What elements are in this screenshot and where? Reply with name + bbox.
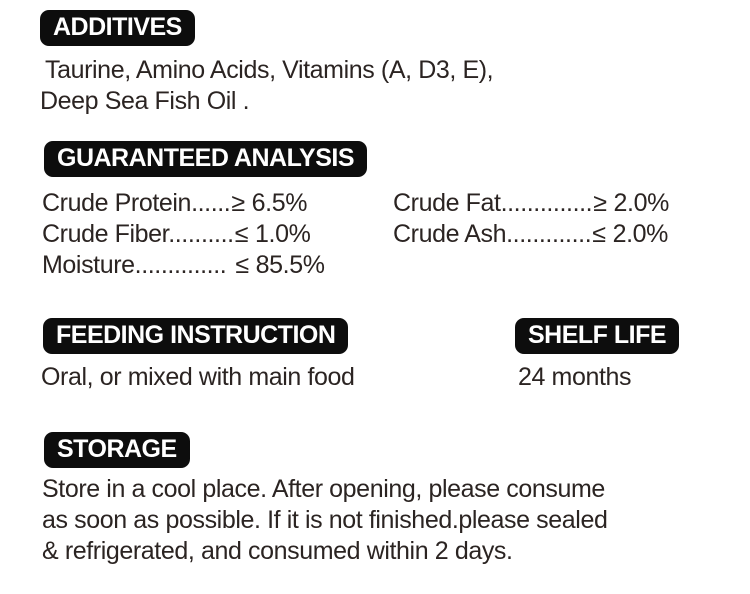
- shelf-life-text: 24 months: [518, 363, 632, 391]
- additives-line: Taurine, Amino Acids, Vitamins (A, D3, E…: [45, 56, 494, 84]
- storage-text: Store in a cool place. After opening, pl…: [42, 474, 608, 567]
- additives-text: Taurine, Amino Acids, Vitamins (A, D3, E…: [40, 55, 494, 117]
- storage-line: as soon as possible. If it is not finish…: [42, 506, 608, 534]
- storage-line: Store in a cool place. After opening, pl…: [42, 475, 605, 503]
- comparison-operator: ≤: [592, 220, 606, 248]
- storage-heading-badge: STORAGE: [44, 432, 190, 468]
- section-storage: STORAGE Store in a cool place. After ope…: [42, 432, 608, 567]
- analysis-row-crude-fiber: Crude Fiber..........≤ 1.0%: [42, 219, 393, 250]
- analysis-label: Crude Ash: [393, 220, 507, 248]
- section-shelf-life: SHELF LIFE 24 months: [515, 318, 680, 393]
- feeding-instruction-heading: FEEDING INSTRUCTION: [56, 321, 336, 349]
- analysis-columns: Crude Protein......≥ 6.5% Crude Fiber....…: [42, 188, 669, 281]
- section-additives: ADDITIVES Taurine, Amino Acids, Vitamins…: [40, 10, 494, 117]
- dot-leader: ......: [191, 189, 231, 217]
- section-guaranteed-analysis: GUARANTEED ANALYSIS Crude Protein......≥…: [42, 141, 669, 281]
- feeding-instruction-text: Oral, or mixed with main food: [41, 363, 355, 391]
- shelf-life-heading-badge: SHELF LIFE: [515, 318, 680, 354]
- analysis-row-moisture: Moisture.............. ≤85.5%: [42, 250, 393, 281]
- guaranteed-analysis-heading: GUARANTEED ANALYSIS: [57, 144, 355, 172]
- additives-heading: ADDITIVES: [53, 13, 182, 41]
- comparison-operator: ≥: [593, 189, 607, 217]
- dot-leader: ..............: [134, 251, 227, 279]
- storage-line: & refrigerated, and consumed within 2 da…: [42, 537, 513, 565]
- analysis-value: 1.0%: [255, 220, 311, 248]
- feeding-instruction-heading-badge: FEEDING INSTRUCTION: [43, 318, 349, 354]
- guaranteed-analysis-heading-badge: GUARANTEED ANALYSIS: [44, 141, 368, 177]
- comparison-operator: ≥: [231, 189, 245, 217]
- analysis-label: Crude Fiber: [42, 220, 169, 248]
- analysis-label: Crude Protein: [42, 189, 192, 217]
- analysis-value: 85.5%: [255, 251, 325, 279]
- analysis-row-crude-fat: Crude Fat..............≥ 2.0%: [393, 188, 669, 219]
- analysis-value: 2.0%: [613, 189, 670, 217]
- comparison-operator: ≤: [235, 251, 249, 279]
- additives-heading-badge: ADDITIVES: [40, 10, 195, 46]
- analysis-value: 6.5%: [251, 189, 308, 217]
- comparison-operator: ≤: [234, 220, 249, 248]
- section-feeding-instruction: FEEDING INSTRUCTION Oral, or mixed with …: [41, 318, 355, 393]
- analysis-row-crude-protein: Crude Protein......≥ 6.5%: [42, 188, 393, 219]
- dot-leader: ..............: [500, 189, 593, 217]
- analysis-label: Moisture: [42, 251, 135, 279]
- additives-line: Deep Sea Fish Oil .: [40, 87, 250, 115]
- shelf-life-heading: SHELF LIFE: [528, 321, 667, 349]
- dot-leader: .............: [506, 220, 592, 248]
- analysis-column-right: Crude Fat..............≥ 2.0% Crude Ash..…: [393, 188, 669, 281]
- analysis-label: Crude Fat: [393, 189, 501, 217]
- analysis-column-left: Crude Protein......≥ 6.5% Crude Fiber....…: [42, 188, 393, 281]
- analysis-row-crude-ash: Crude Ash.............≤ 2.0%: [393, 219, 669, 250]
- analysis-value: 2.0%: [612, 220, 669, 248]
- dot-leader: ..........: [168, 220, 234, 248]
- storage-heading: STORAGE: [57, 435, 177, 463]
